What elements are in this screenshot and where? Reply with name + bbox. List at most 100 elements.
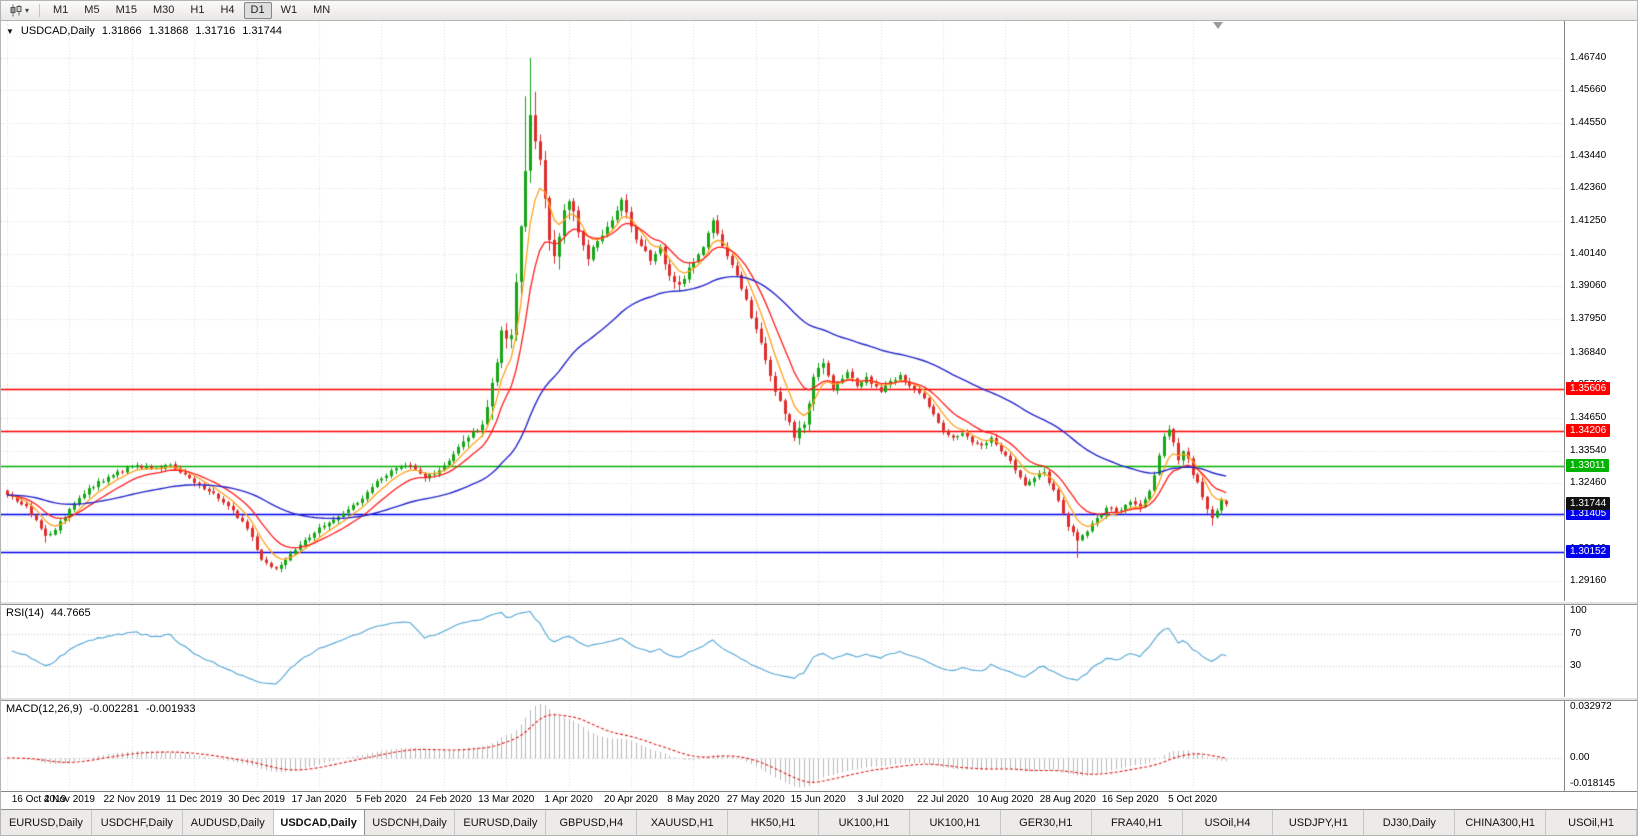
rsi-axis[interactable]: 100 70 30	[1564, 605, 1637, 697]
date-label: 27 May 2020	[726, 794, 785, 805]
chart-header: ▼ USDCAD,Daily 1.31866 1.31868 1.31716 1…	[6, 25, 282, 37]
tab-usoil-h1[interactable]: USOil,H1	[1546, 810, 1637, 835]
date-label: 16 Oct 2019	[11, 794, 67, 805]
macd-canvas[interactable]	[1, 701, 1564, 791]
date-label: 24 Feb 2020	[415, 794, 472, 805]
chart-tabbar: EURUSD,Daily USDCHF,Daily AUDUSD,Daily USDC…	[1, 809, 1637, 835]
chart-dropdown-icon[interactable]: ▼	[6, 27, 14, 36]
timeframe-button-m30[interactable]: M30	[152, 4, 175, 16]
price-axis-label: 1.36840	[1570, 346, 1607, 358]
tab-audusd-daily[interactable]: AUDUSD,Daily	[183, 810, 274, 835]
main-chart-pane: ▼ USDCAD,Daily 1.31866 1.31868 1.31716 1…	[1, 21, 1637, 601]
date-label: 13 Mar 2020	[478, 794, 535, 805]
pane-splitter[interactable]	[1, 697, 1637, 701]
price-axis[interactable]: 1.46740 1.45660 1.44550 1.43440 1.42360 1.412…	[1564, 21, 1637, 601]
price-axis-label: 1.45660	[1570, 84, 1607, 96]
dropdown-caret-icon: ▾	[25, 5, 30, 15]
price-axis-label: 1.40140	[1570, 248, 1607, 260]
timeframe-button-m15[interactable]: M15	[115, 4, 137, 16]
rsi-canvas[interactable]	[1, 605, 1564, 697]
chart-shift-marker[interactable]	[1213, 22, 1223, 29]
date-label: 10 Aug 2020	[977, 794, 1034, 805]
rsi-label: RSI(14) 44.7665	[6, 607, 91, 619]
tab-dj30-daily[interactable]: DJ30,Daily	[1364, 810, 1456, 835]
date-label: 11 Dec 2019	[166, 794, 223, 805]
tab-usdchf-daily[interactable]: USDCHF,Daily	[92, 810, 183, 835]
tab-usoil-h4[interactable]: USOil,H4	[1183, 810, 1274, 835]
price-axis-label: 1.41250	[1570, 215, 1607, 227]
date-label: 4 Nov 2019	[43, 794, 95, 805]
time-axis[interactable]: 16 Oct 2019 4 Nov 2019 22 Nov 2019 11 Dec 2…	[1, 791, 1637, 809]
timeframe-toolbar: ▾ M1 M5 M15 M30 H1 H4 D1 W1 MN	[1, 1, 1637, 21]
timeframe-button-d1[interactable]: D1	[243, 2, 272, 19]
tab-usdcad-daily[interactable]: USDCAD,Daily	[273, 810, 365, 835]
price-axis-label: 1.33540	[1570, 444, 1607, 456]
tab-usdcnh-daily[interactable]: USDCNH,Daily	[365, 810, 456, 835]
macd-label: MACD(12,26,9) -0.002281 -0.001933	[6, 703, 196, 715]
timeframe-button-m5[interactable]: M5	[84, 4, 100, 16]
rsi-axis-label: 100	[1570, 605, 1587, 616]
timeframe-button-h4[interactable]: H4	[220, 4, 235, 16]
rsi-axis-label: 30	[1570, 660, 1582, 672]
timeframe-button-m1[interactable]: M1	[53, 4, 69, 16]
rsi-axis-label: 70	[1570, 627, 1582, 639]
tab-eurusd-daily[interactable]: EURUSD,Daily	[455, 810, 547, 835]
price-tag-1.30152: 1.30152	[1566, 544, 1611, 558]
macd-pane: MACD(12,26,9) -0.002281 -0.001933 0.0329…	[1, 701, 1637, 791]
date-label: 8 May 2020	[667, 794, 720, 805]
macd-axis-label: 0.00	[1570, 752, 1590, 763]
macd-axis-label: -0.018145	[1570, 778, 1616, 789]
timeframe-button-mn[interactable]: MN	[313, 4, 331, 16]
price-axis-label: 1.39060	[1570, 280, 1607, 292]
date-label: 15 Jun 2020	[790, 794, 846, 805]
price-tag-1.34206: 1.34206	[1566, 423, 1611, 437]
price-axis-label: 1.46740	[1570, 51, 1607, 63]
candlestick-icon	[10, 4, 22, 17]
date-label: 5 Feb 2020	[356, 794, 407, 805]
tab-usdjpy-h1[interactable]: USDJPY,H1	[1273, 810, 1365, 835]
macd-axis-label: 0.032972	[1570, 701, 1612, 712]
chart-type-button[interactable]: ▾	[5, 2, 33, 19]
tab-eurusd-daily[interactable]: EURUSD,Daily	[1, 810, 92, 835]
tab-ger30-h1[interactable]: GER30,H1	[1001, 810, 1092, 835]
date-label: 5 Oct 2020	[1168, 794, 1218, 805]
quote-open: 1.31866	[101, 25, 142, 37]
quote-high: 1.31868	[148, 25, 189, 37]
date-label: 1 Apr 2020	[544, 794, 593, 805]
price-axis-label: 1.29160	[1570, 575, 1607, 587]
tab-china300-h1[interactable]: CHINA300,H1	[1455, 810, 1547, 835]
timeframe-button-h1[interactable]: H1	[190, 4, 205, 16]
tab-hk50-h1[interactable]: HK50,H1	[728, 810, 820, 835]
price-axis-label: 1.44550	[1570, 117, 1607, 129]
timeframe-buttons-group: M1 M5 M15 M30 H1 H4 D1 W1 MN	[46, 2, 337, 19]
pane-splitter[interactable]	[1, 601, 1637, 605]
date-label: 20 Apr 2020	[604, 794, 658, 805]
toolbar-separator	[39, 4, 41, 17]
price-axis-label: 1.37950	[1570, 313, 1607, 325]
date-label: 22 Jul 2020	[917, 794, 969, 805]
tab-gbpusd-h4[interactable]: GBPUSD,H4	[546, 810, 638, 835]
quote-low: 1.31716	[195, 25, 236, 37]
chart-symbol-label: USDCAD,Daily	[20, 25, 95, 37]
rsi-pane: RSI(14) 44.7665 100 70 30	[1, 605, 1637, 697]
timeframe-button-w1[interactable]: W1	[280, 4, 298, 16]
macd-axis[interactable]: 0.032972 0.00 -0.018145	[1564, 701, 1637, 791]
tab-uk100-h1[interactable]: UK100,H1	[819, 810, 910, 835]
price-axis-label: 1.43440	[1570, 150, 1607, 162]
date-label: 17 Jan 2020	[291, 794, 347, 805]
rsi-name: RSI(14)	[6, 607, 44, 619]
tab-xauusd-h1[interactable]: XAUUSD,H1	[637, 810, 729, 835]
date-label: 28 Aug 2020	[1039, 794, 1096, 805]
date-label: 16 Sep 2020	[1101, 794, 1159, 805]
date-label: 22 Nov 2019	[103, 794, 161, 805]
tab-fra40-h1[interactable]: FRA40,H1	[1092, 810, 1183, 835]
rsi-value: 44.7665	[50, 607, 91, 619]
date-label: 30 Dec 2019	[228, 794, 285, 805]
main-chart-canvas[interactable]	[1, 21, 1564, 601]
price-tag-1.31405: 1.31405	[1566, 507, 1611, 521]
date-label: 3 Jul 2020	[857, 794, 904, 805]
tab-uk100-h1[interactable]: UK100,H1	[910, 810, 1001, 835]
price-axis-label: 1.34650	[1570, 411, 1607, 423]
quote-close: 1.31744	[242, 25, 282, 37]
macd-name: MACD(12,26,9)	[6, 703, 83, 715]
